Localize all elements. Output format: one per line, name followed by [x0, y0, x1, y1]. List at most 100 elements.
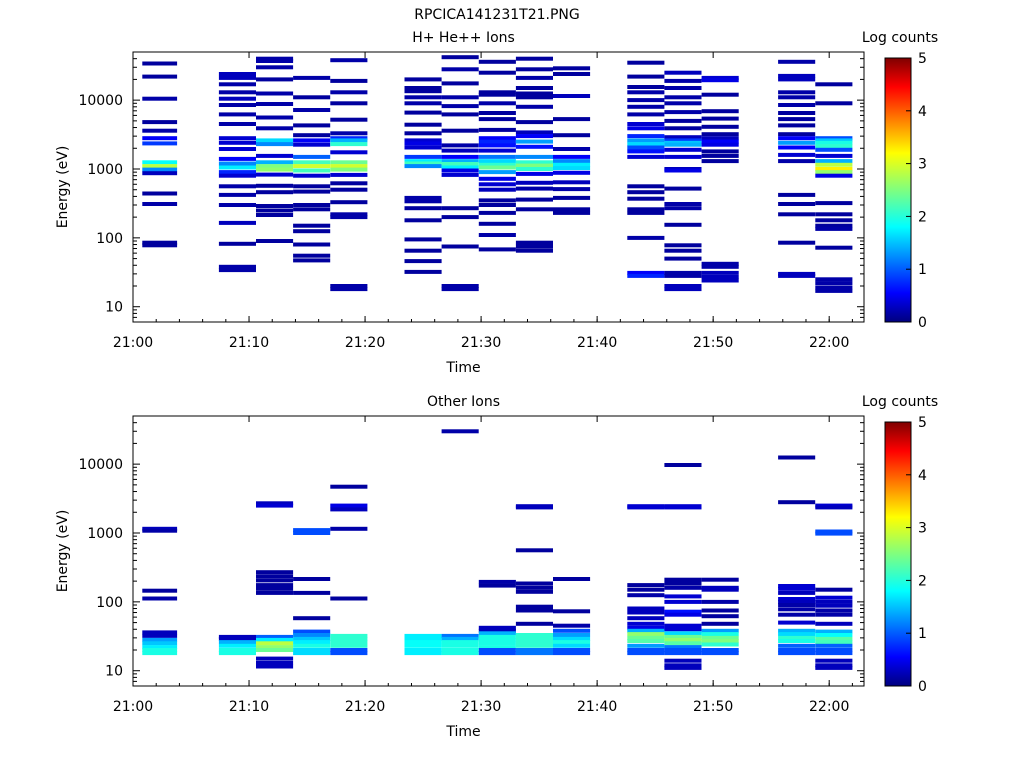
- heatmap-cell: [701, 136, 739, 141]
- heatmap-cell: [515, 621, 553, 626]
- figure-title: RPCICA141231T21.PNG: [414, 7, 579, 23]
- heatmap-cell: [553, 162, 591, 167]
- heatmap-cell: [815, 223, 853, 228]
- time-column: [515, 56, 553, 253]
- heatmap-cell: [404, 159, 442, 164]
- heatmap-cell: [330, 484, 368, 489]
- heatmap-cell: [218, 636, 256, 641]
- heatmap-cell: [515, 651, 553, 656]
- heatmap-cell: [664, 505, 702, 510]
- heatmap-cell: [218, 640, 256, 645]
- heatmap-cell: [815, 648, 853, 652]
- heatmap-cell: [701, 132, 739, 137]
- y-tick-label: 100: [96, 595, 123, 611]
- time-column: [293, 528, 331, 656]
- heatmap-cell: [664, 206, 702, 211]
- heatmap-cell: [478, 198, 516, 203]
- heatmap-cell: [478, 154, 516, 159]
- heatmap-cell: [701, 264, 739, 269]
- heatmap-cell: [293, 629, 331, 634]
- panel-title: H+ He++ Ions: [412, 30, 515, 46]
- heatmap-cell: [330, 160, 368, 165]
- heatmap-cell: [330, 503, 368, 508]
- heatmap-cell: [330, 78, 368, 83]
- heatmap-cell: [330, 648, 368, 652]
- heatmap-cell: [515, 154, 553, 159]
- heatmap-cell: [778, 607, 816, 612]
- heatmap-cell: [815, 281, 853, 286]
- heatmap-cell: [627, 583, 665, 588]
- heatmap-cell: [515, 75, 553, 80]
- time-column: [330, 58, 368, 292]
- heatmap-cell: [404, 640, 442, 645]
- heatmap-cell: [553, 154, 591, 159]
- heatmap-cell: [627, 210, 665, 215]
- time-column: [553, 66, 591, 215]
- heatmap-cell: [553, 72, 591, 76]
- heatmap-cell: [515, 104, 553, 109]
- heatmap-cell: [293, 123, 331, 128]
- heatmap-cell: [627, 270, 665, 275]
- heatmap-cell: [256, 102, 294, 106]
- heatmap-cell: [478, 143, 516, 148]
- heatmap-cell: [478, 165, 516, 170]
- heatmap-cell: [701, 599, 739, 604]
- heatmap-cell: [478, 625, 516, 630]
- heatmap-cell: [142, 637, 178, 642]
- heatmap-cell: [778, 117, 816, 122]
- colorbar-tick-label: 4: [918, 104, 927, 120]
- plot-frame: [132, 415, 865, 687]
- time-column: [778, 59, 816, 278]
- heatmap-cell: [404, 195, 442, 200]
- heatmap-cell: [815, 136, 853, 141]
- heatmap-cell: [404, 95, 442, 100]
- heatmap-cell: [293, 590, 331, 595]
- heatmap-cell: [218, 90, 256, 95]
- heatmap-cell: [778, 90, 816, 95]
- heatmap-cell: [404, 131, 442, 136]
- heatmap-cell: [664, 631, 702, 636]
- y-tick-label: 10: [105, 664, 123, 680]
- heatmap-cell: [627, 235, 665, 240]
- heatmap-cell: [142, 633, 178, 638]
- heatmap-cell: [441, 162, 479, 166]
- time-column: [815, 503, 853, 670]
- heatmap-cell: [627, 616, 665, 621]
- heatmap-cell: [778, 159, 816, 164]
- heatmap-cell: [404, 110, 442, 115]
- heatmap-cell: [142, 630, 178, 635]
- heatmap-cell: [778, 273, 816, 278]
- heatmap-cell: [664, 609, 702, 614]
- heatmap-cell: [627, 587, 665, 592]
- heatmap-cell: [293, 184, 331, 189]
- heatmap-cell: [515, 171, 553, 176]
- heatmap-cell: [664, 270, 702, 275]
- heatmap-cell: [515, 640, 553, 645]
- heatmap-cell: [664, 95, 702, 100]
- heatmap-cell: [627, 505, 665, 510]
- heatmap-cell: [441, 651, 479, 656]
- heatmap-cell: [478, 111, 516, 115]
- heatmap-cell: [701, 159, 739, 164]
- heatmap-cell: [815, 288, 853, 293]
- colorbar-tick-label: 1: [918, 626, 927, 642]
- heatmap-cell: [778, 455, 816, 460]
- heatmap-cell: [293, 633, 331, 637]
- colorbar-label: Log counts: [862, 394, 938, 410]
- heatmap-cell: [664, 273, 702, 278]
- time-column: [553, 577, 591, 656]
- heatmap-cell: [515, 608, 553, 613]
- heatmap-cell: [256, 160, 294, 165]
- heatmap-cell: [404, 259, 442, 264]
- heatmap-cell: [701, 153, 739, 158]
- heatmap-cell: [778, 603, 816, 607]
- heatmap-cell: [256, 501, 294, 506]
- time-column: [142, 526, 178, 656]
- heatmap-cell: [293, 189, 331, 194]
- heatmap-cell: [478, 634, 516, 639]
- x-tick-label: 21:00: [113, 335, 153, 351]
- heatmap-cell: [293, 616, 331, 621]
- heatmap-cell: [627, 635, 665, 640]
- heatmap-cell: [478, 628, 516, 633]
- heatmap-cell: [627, 142, 665, 147]
